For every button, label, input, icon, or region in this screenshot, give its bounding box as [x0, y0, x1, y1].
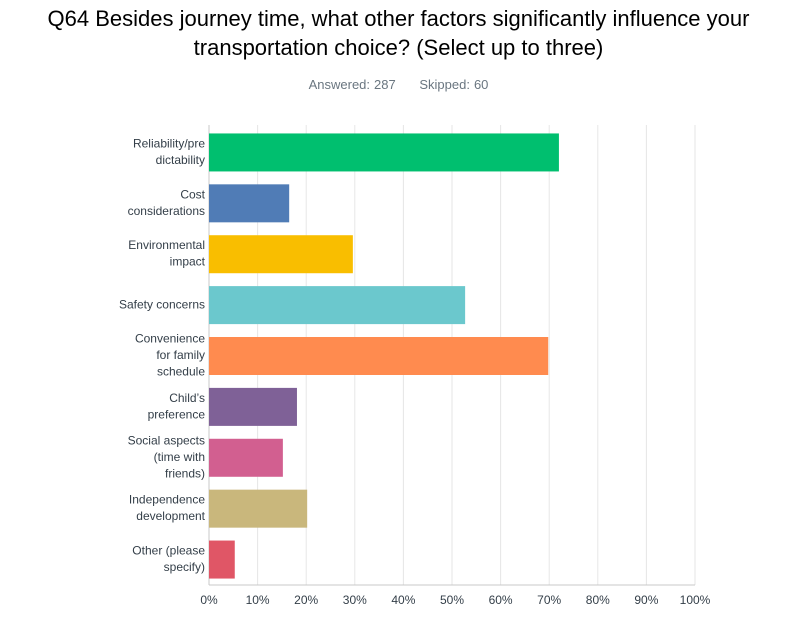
- y-tick-label: considerations: [128, 204, 205, 218]
- y-tick-label: development: [136, 509, 205, 523]
- y-tick-label: friends): [165, 466, 205, 480]
- y-tick-label: Convenience: [135, 332, 205, 346]
- y-tick-label: dictability: [156, 153, 205, 167]
- y-tick-label: preference: [148, 407, 206, 421]
- y-tick-label: Social aspects: [128, 433, 205, 447]
- x-tick-label: 60%: [489, 593, 513, 607]
- y-tick-label: schedule: [157, 365, 205, 379]
- x-tick-label: 50%: [440, 593, 464, 607]
- bar: [209, 235, 353, 274]
- bar: [209, 387, 297, 426]
- x-tick-label: 30%: [343, 593, 367, 607]
- answered-count: 287: [374, 77, 396, 92]
- y-tick-label: (time with: [154, 450, 205, 464]
- y-tick-label: specify): [164, 560, 205, 574]
- x-tick-label: 80%: [586, 593, 610, 607]
- y-tick-label: Independence: [129, 493, 205, 507]
- x-tick-label: 90%: [634, 593, 658, 607]
- skipped-label: Skipped:: [419, 77, 470, 92]
- x-tick-label: 70%: [537, 593, 561, 607]
- y-tick-label: Child’s: [169, 391, 205, 405]
- chart-title: Q64 Besides journey time, what other fac…: [47, 6, 750, 60]
- bar: [209, 540, 235, 579]
- bar: [209, 184, 290, 223]
- x-tick-label: 40%: [391, 593, 415, 607]
- x-tick-label: 10%: [246, 593, 270, 607]
- y-tick-label: Safety concerns: [119, 297, 205, 311]
- response-stats: Answered: 287 Skipped: 60: [0, 77, 797, 92]
- bar: [209, 133, 559, 172]
- y-tick-label: Reliability/pre: [133, 136, 205, 150]
- y-tick-label: Environmental: [128, 238, 205, 252]
- x-tick-label: 0%: [200, 593, 218, 607]
- bar: [209, 337, 549, 375]
- y-tick-label: Other (please: [132, 543, 205, 557]
- bar: [209, 286, 466, 325]
- y-tick-label: for family: [156, 348, 205, 362]
- x-tick-label: 20%: [294, 593, 318, 607]
- answered-label: Answered:: [308, 77, 371, 92]
- x-tick-label: 100%: [680, 593, 711, 607]
- skipped-count: 60: [473, 77, 489, 92]
- bar: [209, 438, 283, 477]
- y-tick-label: impact: [170, 255, 206, 269]
- bar: [209, 489, 308, 528]
- y-tick-label: Cost: [180, 187, 205, 201]
